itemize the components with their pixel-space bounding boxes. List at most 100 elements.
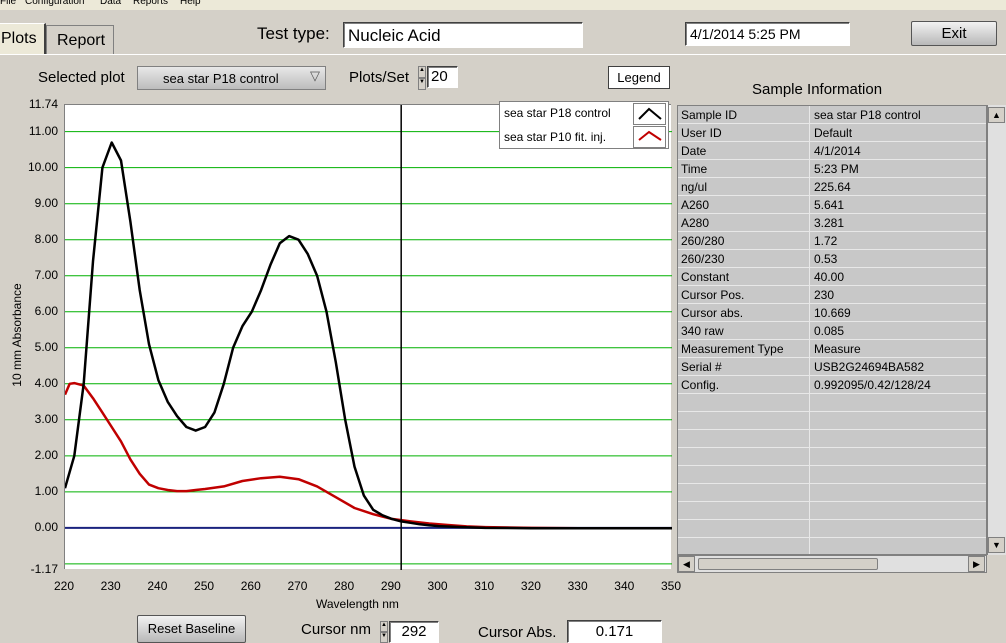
x-tick-label: 220	[53, 579, 75, 593]
y-tick-label: 6.00	[34, 303, 58, 318]
tab-plots[interactable]: Plots	[0, 23, 46, 54]
sample-info-key: A260	[681, 198, 710, 212]
sample-info-table: Sample ID sea star P18 control User ID Defa…	[677, 105, 987, 555]
sample-info-key: ng/ul	[681, 180, 708, 194]
cursor-nm-down-icon[interactable]: ▼	[380, 632, 388, 643]
y-tick-label: 11.74	[28, 97, 58, 111]
plots-per-set-up-icon[interactable]: ▲	[418, 66, 426, 78]
sample-info-value: 230	[814, 288, 835, 302]
scroll-down-icon[interactable]: ▼	[988, 537, 1005, 553]
menu-configuration[interactable]: Configuration	[25, 0, 85, 7]
test-type-label: Test type:	[257, 24, 330, 43]
sample-info-value: Measure	[814, 342, 861, 356]
y-tick-label: -1.17	[30, 562, 58, 576]
sample-info-key: Date	[681, 144, 707, 158]
table-row[interactable]: Sample ID sea star P18 control	[678, 106, 986, 124]
sample-info-key: Sample ID	[681, 108, 738, 122]
plots-per-set-input[interactable]: 20	[427, 66, 458, 88]
table-row[interactable]: A260 5.641	[678, 196, 986, 214]
x-tick-label: 280	[334, 579, 355, 593]
datetime-display: 4/1/2014 5:25 PM	[685, 22, 850, 46]
sample-info-key: Measurement Type	[681, 342, 784, 356]
absorbance-plot[interactable]	[65, 105, 672, 570]
series-line	[65, 141, 672, 530]
sample-info-value: 4/1/2014	[814, 144, 861, 158]
x-tick-label: 290	[380, 579, 401, 593]
legend-series-1-label: sea star P18 control	[504, 106, 611, 120]
reset-baseline-button[interactable]: Reset Baseline	[137, 615, 246, 643]
legend-series-2-swatch[interactable]	[633, 126, 666, 148]
x-tick-label: 310	[474, 579, 495, 593]
sample-info-key: Serial #	[681, 360, 722, 374]
y-tick-label: 3.00	[34, 411, 58, 426]
sample-info-value: 0.53	[814, 252, 838, 266]
selected-plot-label: Selected plot	[38, 69, 125, 86]
chevron-down-icon: ▽	[310, 68, 320, 83]
tab-plots-label: Plots	[1, 30, 37, 47]
scroll-left-icon[interactable]: ◀	[678, 556, 695, 572]
table-row[interactable]: Config. 0.992095/0.42/128/24	[678, 376, 986, 394]
scroll-up-icon[interactable]: ▲	[988, 107, 1005, 123]
menu-file[interactable]: File	[0, 0, 17, 7]
y-tick-label: 1.00	[34, 483, 58, 498]
sample-info-value: sea star P18 control	[814, 108, 921, 122]
selected-plot-dropdown[interactable]: sea star P18 control ▽	[137, 66, 326, 90]
y-tick-label: 10.00	[27, 159, 58, 174]
cursor-nm-input[interactable]: 292	[389, 621, 439, 643]
sample-info-hscroll[interactable]: ◀ ▶	[677, 555, 987, 573]
sample-info-value: USB2G24694BA582	[814, 360, 925, 374]
x-tick-label: 320	[520, 579, 541, 593]
selected-plot-value: sea star P18 control	[163, 71, 279, 86]
table-row[interactable]: 260/230 0.53	[678, 250, 986, 268]
plot-area[interactable]	[64, 104, 672, 570]
table-row[interactable]: Time 5:23 PM	[678, 160, 986, 178]
series-line	[65, 381, 672, 530]
tab-report-label: Report	[57, 32, 106, 49]
y-tick-label: 5.00	[34, 339, 58, 354]
column-divider	[809, 106, 810, 554]
hscroll-thumb[interactable]	[698, 558, 878, 570]
table-row[interactable]: Date 4/1/2014	[678, 142, 986, 160]
sample-info-key: User ID	[681, 126, 722, 140]
table-row[interactable]: 260/280 1.72	[678, 232, 986, 250]
plots-per-set-down-icon[interactable]: ▼	[418, 78, 426, 90]
scroll-right-icon[interactable]: ▶	[968, 556, 985, 572]
menu-data[interactable]: Data	[100, 0, 122, 7]
tab-report[interactable]: Report	[46, 25, 114, 54]
plot-legend: sea star P18 control sea star P10 fit. i…	[499, 101, 669, 149]
table-row	[678, 412, 986, 430]
table-row	[678, 502, 986, 520]
legend-series-2-label: sea star P10 fit. inj.	[504, 130, 607, 144]
sample-info-key: 260/280	[681, 234, 725, 248]
legend-series-1-swatch[interactable]	[633, 103, 666, 125]
exit-button[interactable]: Exit	[911, 21, 997, 46]
cursor-nm-up-icon[interactable]: ▲	[380, 621, 388, 632]
menu-reports[interactable]: Reports	[133, 0, 169, 7]
table-row[interactable]: A280 3.281	[678, 214, 986, 232]
x-tick-label: 260	[240, 579, 261, 593]
table-row[interactable]: Cursor abs. 10.669	[678, 304, 986, 322]
x-tick-label: 230	[100, 579, 121, 593]
legend-button[interactable]: Legend	[608, 66, 670, 89]
table-row	[678, 538, 986, 554]
sample-info-vscroll[interactable]: ▲ ▼	[987, 105, 1006, 555]
table-row[interactable]: User ID Default	[678, 124, 986, 142]
table-row[interactable]: ng/ul 225.64	[678, 178, 986, 196]
sample-info-value: 5.641	[814, 198, 845, 212]
sample-info-value: 0.085	[814, 324, 845, 338]
menu-bar: File Configuration Data Reports Help	[0, 0, 1006, 10]
table-row[interactable]: Constant 40.00	[678, 268, 986, 286]
test-type-field[interactable]: Nucleic Acid	[343, 22, 583, 48]
menu-help[interactable]: Help	[180, 0, 201, 7]
sample-info-value: 40.00	[814, 270, 845, 284]
sample-info-value: 225.64	[814, 180, 851, 194]
table-row[interactable]: Measurement Type Measure	[678, 340, 986, 358]
table-row	[678, 520, 986, 538]
sample-info-key: A280	[681, 216, 710, 230]
sample-info-key: Config.	[681, 378, 720, 392]
table-row[interactable]: Serial # USB2G24694BA582	[678, 358, 986, 376]
plots-per-set-label: Plots/Set	[349, 69, 410, 86]
y-axis-label: 10 mm Absorbance	[10, 283, 24, 387]
table-row[interactable]: 340 raw 0.085	[678, 322, 986, 340]
table-row[interactable]: Cursor Pos. 230	[678, 286, 986, 304]
